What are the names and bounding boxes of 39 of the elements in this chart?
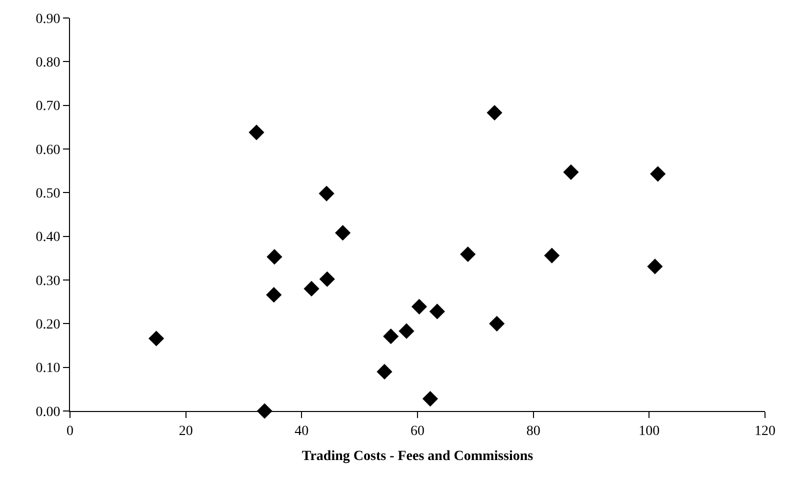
point bbox=[376, 364, 392, 380]
y-tick-label: 0.50 bbox=[36, 186, 60, 202]
point bbox=[489, 316, 505, 332]
point bbox=[266, 249, 282, 265]
y-tick-label: 0.00 bbox=[36, 404, 60, 420]
x-axis-title: Trading Costs - Fees and Commissions bbox=[302, 449, 534, 464]
y-tick-label: 0.70 bbox=[36, 99, 60, 114]
x-tick-label: 0 bbox=[66, 424, 74, 439]
point bbox=[383, 328, 399, 344]
point bbox=[411, 298, 428, 314]
point bbox=[650, 166, 666, 182]
point bbox=[304, 280, 320, 297]
point bbox=[398, 323, 414, 339]
x-tick-label: 80 bbox=[526, 424, 540, 439]
y-tick-label: 0.10 bbox=[36, 361, 60, 376]
x-tick-label: 100 bbox=[638, 424, 660, 439]
x-tick-label: 120 bbox=[754, 424, 776, 439]
point bbox=[318, 186, 334, 202]
y-tick-label: 0.90 bbox=[36, 12, 60, 27]
point bbox=[266, 287, 282, 303]
point bbox=[148, 330, 164, 346]
point bbox=[319, 271, 335, 287]
y-tick-label: 0.20 bbox=[36, 318, 60, 333]
point bbox=[460, 246, 476, 262]
x-tick-label: 20 bbox=[178, 424, 193, 439]
point bbox=[334, 225, 351, 241]
y-tick-label: 0.40 bbox=[36, 230, 60, 246]
point bbox=[486, 104, 502, 121]
point bbox=[647, 258, 663, 274]
x-tick-label: 60 bbox=[410, 424, 424, 439]
point bbox=[563, 164, 579, 180]
x-tick-label: 40 bbox=[294, 424, 309, 439]
y-tick-label: 0.80 bbox=[36, 56, 60, 71]
point bbox=[544, 248, 560, 264]
point bbox=[248, 124, 264, 140]
y-tick-label: 0.30 bbox=[36, 274, 60, 289]
point bbox=[422, 390, 438, 407]
y-tick-label: 0.60 bbox=[36, 142, 60, 158]
point bbox=[429, 304, 445, 320]
